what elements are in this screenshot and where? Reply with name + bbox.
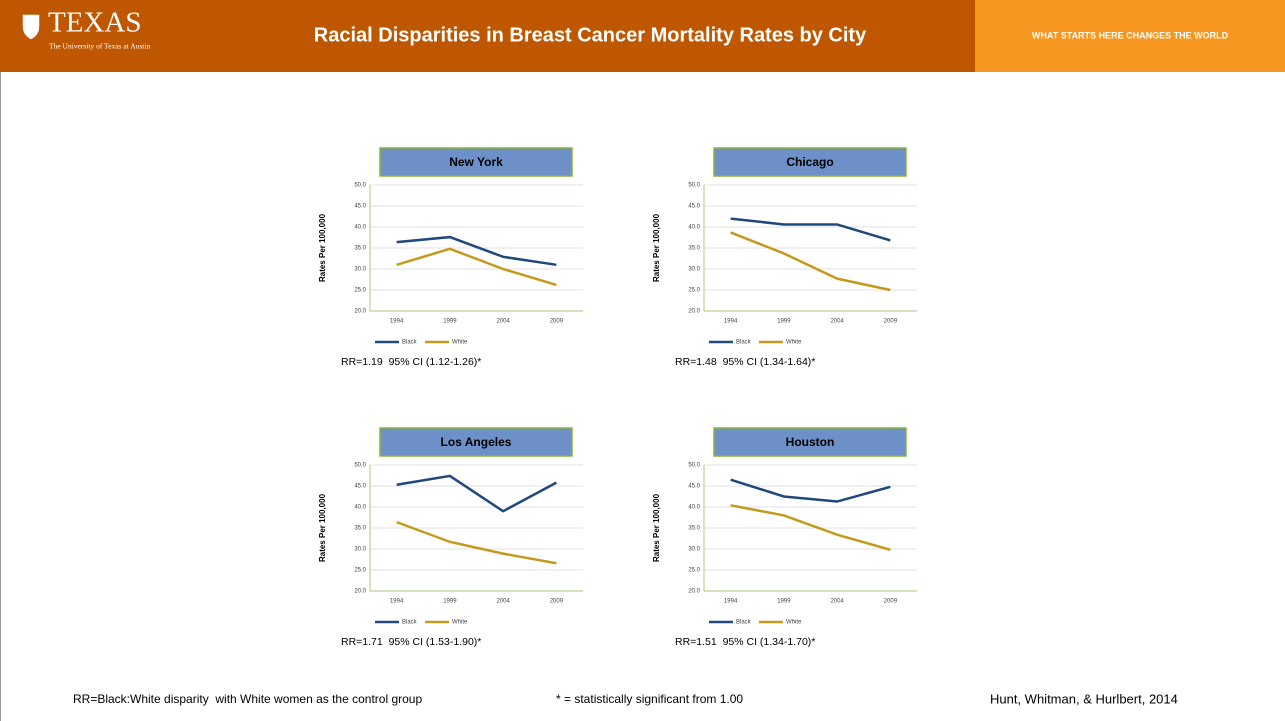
legend-label: Black — [736, 620, 752, 626]
series-line — [730, 231, 891, 292]
y-axis-label: Rates Per 100,000 — [318, 213, 327, 282]
y-tick-label: 30.0 — [354, 267, 366, 273]
y-tick-label: 40.0 — [354, 225, 366, 231]
legend-label: Black — [402, 340, 418, 346]
logo: TEXAS — [48, 7, 141, 39]
x-tick-label: 1999 — [777, 599, 791, 605]
legend-label: Black — [402, 620, 418, 626]
annotation: RR=1.71 95% CI (1.53-1.90)* — [341, 636, 481, 648]
y-tick-label: 30.0 — [688, 267, 700, 273]
x-tick-label: 1999 — [443, 319, 457, 325]
x-tick-label: 2004 — [496, 319, 510, 325]
logo-subtitle: The University of Texas at Austin — [49, 42, 150, 51]
legend-label: Black — [736, 340, 752, 346]
x-tick-label: 1994 — [724, 319, 738, 325]
series-line — [396, 235, 557, 267]
series-line — [730, 504, 891, 552]
y-tick-label: 20.0 — [354, 309, 366, 315]
y-tick-label: 40.0 — [688, 225, 700, 231]
legend-label: White — [452, 340, 468, 346]
series-line — [730, 217, 891, 242]
chart-title: New York — [449, 155, 503, 169]
x-tick-label: 2004 — [830, 319, 844, 325]
footnote: RR=Black:White disparity with White wome… — [73, 692, 422, 706]
annotation: RR=1.19 95% CI (1.12-1.26)* — [341, 356, 481, 368]
x-tick-label: 2009 — [550, 319, 564, 325]
y-tick-label: 45.0 — [688, 484, 700, 490]
y-tick-label: 25.0 — [354, 288, 366, 294]
x-tick-label: 1999 — [777, 319, 791, 325]
y-tick-label: 50.0 — [688, 463, 700, 469]
tagline: WHAT STARTS HERE CHANGES THE WORLD — [1032, 30, 1229, 40]
series-line — [730, 478, 891, 503]
y-tick-label: 25.0 — [354, 568, 366, 574]
y-tick-label: 20.0 — [354, 589, 366, 595]
x-tick-label: 2004 — [830, 599, 844, 605]
y-tick-label: 45.0 — [354, 204, 366, 210]
legend-label: White — [452, 620, 468, 626]
x-tick-label: 2009 — [884, 599, 898, 605]
x-tick-label: 2009 — [884, 319, 898, 325]
chart-title-box — [379, 147, 573, 177]
y-tick-label: 50.0 — [354, 183, 366, 189]
legend-label: White — [786, 340, 802, 346]
logo-shield — [21, 13, 41, 41]
chart-title-box — [379, 427, 573, 457]
annotation: RR=1.48 95% CI (1.34-1.64)* — [675, 356, 815, 368]
footnote-significance: * = statistically significant from 1.00 — [556, 692, 743, 706]
y-tick-label: 20.0 — [688, 309, 700, 315]
x-tick-label: 1999 — [443, 599, 457, 605]
y-axis-label: Rates Per 100,000 — [652, 213, 661, 282]
y-tick-label: 35.0 — [354, 526, 366, 532]
y-tick-label: 25.0 — [688, 288, 700, 294]
y-axis-label: Rates Per 100,000 — [652, 493, 661, 562]
header-accent — [975, 0, 1285, 72]
y-tick-label: 20.0 — [688, 589, 700, 595]
y-tick-label: 40.0 — [688, 505, 700, 511]
y-tick-label: 35.0 — [688, 526, 700, 532]
y-tick-label: 25.0 — [688, 568, 700, 574]
citation: Hunt, Whitman, & Hurlbert, 2014 — [990, 691, 1178, 706]
chart-title: Houston — [786, 435, 835, 449]
y-axis-label: Rates Per 100,000 — [318, 493, 327, 562]
y-tick-label: 30.0 — [688, 547, 700, 553]
x-tick-label: 1994 — [390, 599, 404, 605]
chart-title-box — [713, 147, 907, 177]
x-tick-label: 1994 — [724, 599, 738, 605]
y-tick-label: 35.0 — [688, 246, 700, 252]
y-tick-label: 45.0 — [354, 484, 366, 490]
header-bar — [0, 0, 975, 72]
series-line — [396, 520, 557, 565]
y-tick-label: 30.0 — [354, 547, 366, 553]
slide-title: Racial Disparities in Breast Cancer Mort… — [314, 24, 867, 46]
y-tick-label: 50.0 — [354, 463, 366, 469]
series-line — [396, 247, 557, 287]
series-line — [396, 474, 557, 513]
y-tick-label: 50.0 — [688, 183, 700, 189]
chart-title: Chicago — [786, 155, 833, 169]
legend-label: White — [786, 620, 802, 626]
y-tick-label: 40.0 — [354, 505, 366, 511]
x-tick-label: 2009 — [550, 599, 564, 605]
x-tick-label: 1994 — [390, 319, 404, 325]
y-tick-label: 45.0 — [688, 204, 700, 210]
chart-title: Los Angeles — [441, 435, 512, 449]
y-tick-label: 35.0 — [354, 246, 366, 252]
chart-title-box — [713, 427, 907, 457]
annotation: RR=1.51 95% CI (1.34-1.70)* — [675, 636, 815, 648]
x-tick-label: 2004 — [496, 599, 510, 605]
